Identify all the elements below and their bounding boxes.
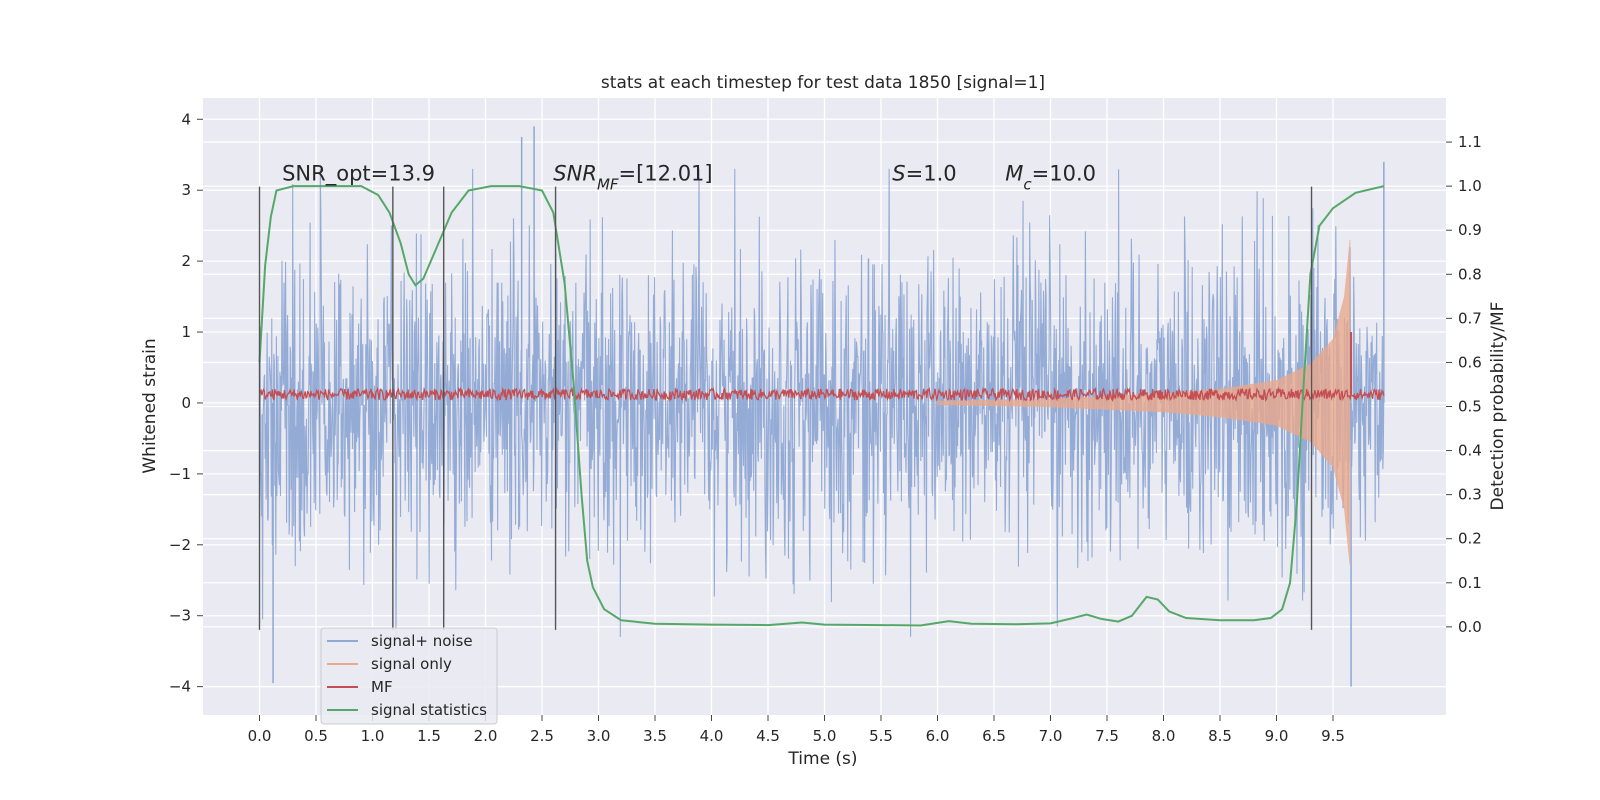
legend-box (320, 627, 498, 725)
series-signal-statistics-line (258, 185, 1385, 627)
chart-title: stats at each timestep for test data 185… (601, 73, 1045, 93)
x-axis-label: Time (s) (787, 749, 857, 769)
y-left-tick-label: −2 (169, 536, 191, 554)
data-layer (258, 126, 1385, 687)
x-tick-label: 5.5 (869, 727, 893, 745)
x-tick-label: 1.0 (361, 727, 385, 745)
x-tick-label: 2.0 (474, 727, 498, 745)
y-right-tick-label: 0.0 (1458, 618, 1482, 636)
y-right-tick-label: 0.7 (1458, 309, 1482, 327)
x-tick-label: 8.0 (1152, 727, 1176, 745)
y-axis-left-label: Whitened strain (140, 338, 160, 473)
axis-layer: 0.0 0.5 1.0 1.5 2.0 2.5 3.0 3.5 4.0 4.5 5.0 5.5 6.0 6… (169, 110, 1482, 745)
series-mf-line (258, 386, 1385, 403)
y-right-tick-label: 0.6 (1458, 353, 1482, 371)
x-tick-label: 4.5 (756, 727, 780, 745)
y-left-tick-label: 1 (181, 323, 191, 341)
x-tick-label: 9.0 (1265, 727, 1289, 745)
y-right-tick-label: 0.9 (1458, 221, 1482, 239)
x-tick-label: 3.5 (643, 727, 667, 745)
annotation-layer: SNR_opt=13.9 SNRMF=[12.01] S=1.0 Mc=10.0 (258, 162, 1313, 630)
x-tick-label: 3.0 (587, 727, 611, 745)
x-tick-label: 8.5 (1208, 727, 1232, 745)
x-tick-label: 0.5 (304, 727, 328, 745)
y-right-tick-label: 0.3 (1458, 486, 1482, 504)
x-tick-label: 5.0 (813, 727, 837, 745)
x-tick-label: 9.5 (1321, 727, 1345, 745)
series-signal-noise-line (258, 168, 1385, 637)
y-right-tick-label: 0.8 (1458, 265, 1482, 283)
x-tick-label: 4.0 (700, 727, 724, 745)
x-tick-label: 0.0 (248, 727, 272, 745)
y-right-tick-label: 0.5 (1458, 398, 1482, 416)
x-tick-label: 6.0 (926, 727, 950, 745)
y-right-tick-label: 0.2 (1458, 530, 1482, 548)
x-tick-label: 7.0 (1039, 727, 1063, 745)
y-right-tick-label: 0.4 (1458, 442, 1482, 460)
legend: signal+ noise signal only MF signal stat… (320, 627, 498, 725)
legend-label-signal-only: signal only (371, 655, 452, 673)
y-left-tick-label: −1 (169, 465, 191, 483)
annotation-text: SNRMF=[12.01] (553, 162, 712, 194)
x-tick-label: 1.5 (417, 727, 441, 745)
y-right-tick-label: 1.1 (1458, 133, 1482, 151)
annotation-text: S=1.0 (892, 162, 956, 186)
annotation-text: SNR_opt=13.9 (282, 162, 435, 187)
y-right-tick-label: 1.0 (1458, 177, 1482, 195)
legend-label-mf: MF (371, 678, 393, 696)
legend-label-signal-statistics: signal statistics (371, 701, 487, 719)
y-left-tick-label: 3 (181, 181, 191, 199)
y-left-tick-label: 4 (181, 110, 191, 128)
y-right-tick-label: 0.1 (1458, 574, 1482, 592)
y-axis-right-label: Detection probability/MF (1488, 302, 1508, 511)
annotation-text: Mc=10.0 (1005, 162, 1096, 194)
legend-label-signal-noise: signal+ noise (371, 632, 473, 650)
x-tick-label: 2.5 (530, 727, 554, 745)
x-tick-label: 7.5 (1095, 727, 1119, 745)
y-left-tick-label: −3 (169, 607, 191, 625)
y-left-tick-label: 0 (181, 394, 191, 412)
y-left-tick-label: −4 (169, 678, 191, 696)
y-left-tick-label: 2 (181, 252, 191, 270)
x-tick-label: 6.5 (982, 727, 1006, 745)
